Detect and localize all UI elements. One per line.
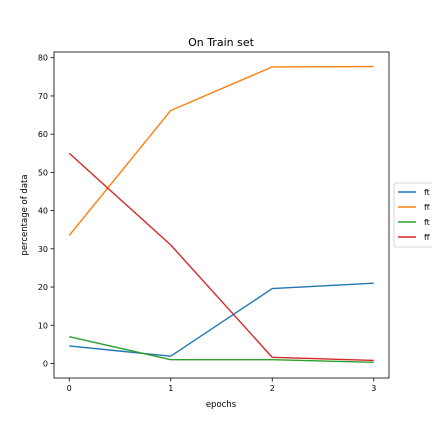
y-tick-label: 20 [38, 283, 48, 292]
y-axis-label: percentage of data [20, 174, 30, 255]
y-tick-label: 70 [38, 92, 48, 101]
chart-title: On Train set [188, 36, 255, 49]
plot-area [54, 52, 389, 378]
legend-label: ff [424, 203, 430, 212]
series-line-0 [69, 283, 374, 356]
y-tick-label: 30 [38, 245, 48, 254]
y-axis-ticks: 0 10 20 30 40 50 60 70 80 [38, 54, 54, 369]
legend[interactable]: ft ff ft ff [394, 183, 432, 247]
x-tick-label: 3 [371, 384, 376, 393]
plot-frame [54, 52, 389, 378]
y-tick-label: 80 [38, 54, 48, 63]
x-tick-label: 2 [270, 384, 275, 393]
legend-label: ff [424, 233, 430, 242]
y-tick-label: 0 [43, 359, 48, 368]
x-axis-ticks: 0 1 2 3 [67, 378, 377, 393]
x-axis-label: epochs [206, 400, 237, 410]
y-tick-label: 50 [38, 168, 48, 177]
y-tick-label: 10 [38, 321, 48, 330]
y-tick-label: 60 [38, 130, 48, 139]
legend-label: ft [424, 188, 430, 197]
series-line-1 [69, 67, 374, 236]
y-tick-label: 40 [38, 207, 48, 216]
series-line-3 [69, 153, 374, 360]
x-tick-label: 1 [168, 384, 173, 393]
legend-label: ft [424, 218, 430, 227]
x-tick-label: 0 [67, 384, 72, 393]
